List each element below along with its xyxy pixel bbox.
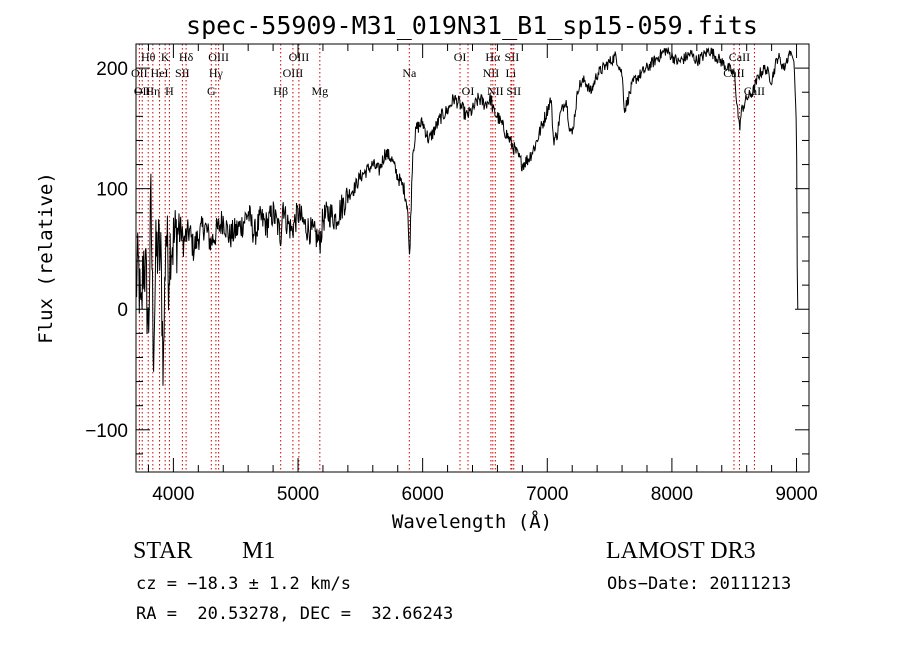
axes-frame: 4000 5000 6000 7000 8000 9000 −100 0 100 200 bbox=[85, 43, 818, 505]
line-marker-label: SII bbox=[505, 50, 520, 64]
object-class: STAR bbox=[133, 538, 193, 564]
x-tick-label: 8000 bbox=[651, 484, 693, 505]
line-marker-label: Hθ bbox=[141, 50, 156, 64]
line-marker-label: OI bbox=[454, 50, 467, 64]
line-marker-label: OIII bbox=[208, 50, 229, 64]
line-marker-label: OI bbox=[462, 84, 475, 98]
x-axis-label: Wavelength (Å) bbox=[392, 510, 552, 533]
line-marker-label: H bbox=[165, 84, 174, 98]
line-marker-label: OII bbox=[131, 66, 148, 80]
line-marker-label: Mg bbox=[311, 84, 328, 98]
x-tick-label: 5000 bbox=[277, 484, 319, 505]
line-marker-label: Hη bbox=[145, 84, 160, 98]
line-marker-label: Hδ bbox=[179, 50, 194, 64]
emission-line-markers: OIIOIIHθHηHeIKHSIIHδGHγOIIIHβOIIIOIIIMgN… bbox=[131, 44, 765, 472]
y-tick-label: 200 bbox=[96, 59, 128, 80]
x-tick-label: 7000 bbox=[526, 484, 568, 505]
x-tick-label: 4000 bbox=[152, 484, 194, 505]
line-marker-label: NII bbox=[483, 66, 500, 80]
coordinates: RA = 20.53278, DEC = 32.66243 bbox=[136, 604, 454, 624]
line-marker-label: OII bbox=[134, 84, 151, 98]
survey-name: LAMOST DR3 bbox=[606, 538, 756, 564]
line-marker-label: Hγ bbox=[209, 66, 224, 80]
chart-title: spec-55909-M31_019N31_B1_sp15-059.fits bbox=[186, 11, 758, 40]
spectrum-line bbox=[135, 47, 799, 386]
line-marker-label: OIII bbox=[283, 66, 304, 80]
line-marker-label: Na bbox=[402, 66, 417, 80]
y-tick-label: −100 bbox=[85, 421, 128, 442]
line-marker-label: OIII bbox=[289, 50, 310, 64]
y-axis-label: Flux (relative) bbox=[35, 172, 57, 344]
line-marker-label: CaII bbox=[729, 50, 750, 64]
line-marker-label: G bbox=[207, 84, 216, 98]
line-marker-label: NII bbox=[487, 84, 504, 98]
line-marker-label: Li bbox=[506, 66, 517, 80]
line-marker-label: K bbox=[161, 50, 170, 64]
line-marker-label: Hα bbox=[485, 50, 501, 64]
x-tick-label: 6000 bbox=[402, 484, 444, 505]
object-subclass: M1 bbox=[242, 538, 276, 564]
line-marker-label: Hβ bbox=[273, 84, 288, 98]
y-tick-label: 0 bbox=[117, 300, 128, 321]
line-marker-label: SII bbox=[175, 66, 190, 80]
y-tick-label: 100 bbox=[96, 180, 128, 201]
redshift-cz: cz = −18.3 ± 1.2 km/s bbox=[136, 574, 351, 594]
x-tick-label: 9000 bbox=[775, 484, 817, 505]
line-marker-label: HeI bbox=[151, 66, 169, 80]
line-marker-label: SII bbox=[506, 84, 521, 98]
observation-date: Obs−Date: 20111213 bbox=[607, 574, 792, 594]
